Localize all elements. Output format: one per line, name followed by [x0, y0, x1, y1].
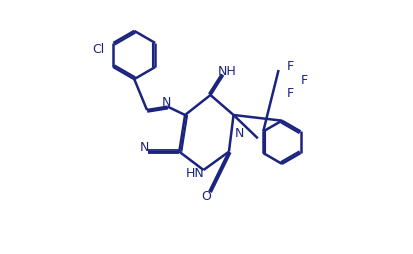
Text: NH: NH [217, 65, 236, 78]
Text: F: F [300, 73, 307, 87]
Text: O: O [201, 190, 211, 203]
Text: N: N [234, 127, 243, 140]
Text: F: F [286, 87, 293, 100]
Text: N: N [140, 141, 149, 154]
Text: HN: HN [185, 167, 204, 180]
Text: F: F [286, 60, 293, 73]
Text: N: N [161, 96, 171, 109]
Text: Cl: Cl [92, 43, 104, 56]
